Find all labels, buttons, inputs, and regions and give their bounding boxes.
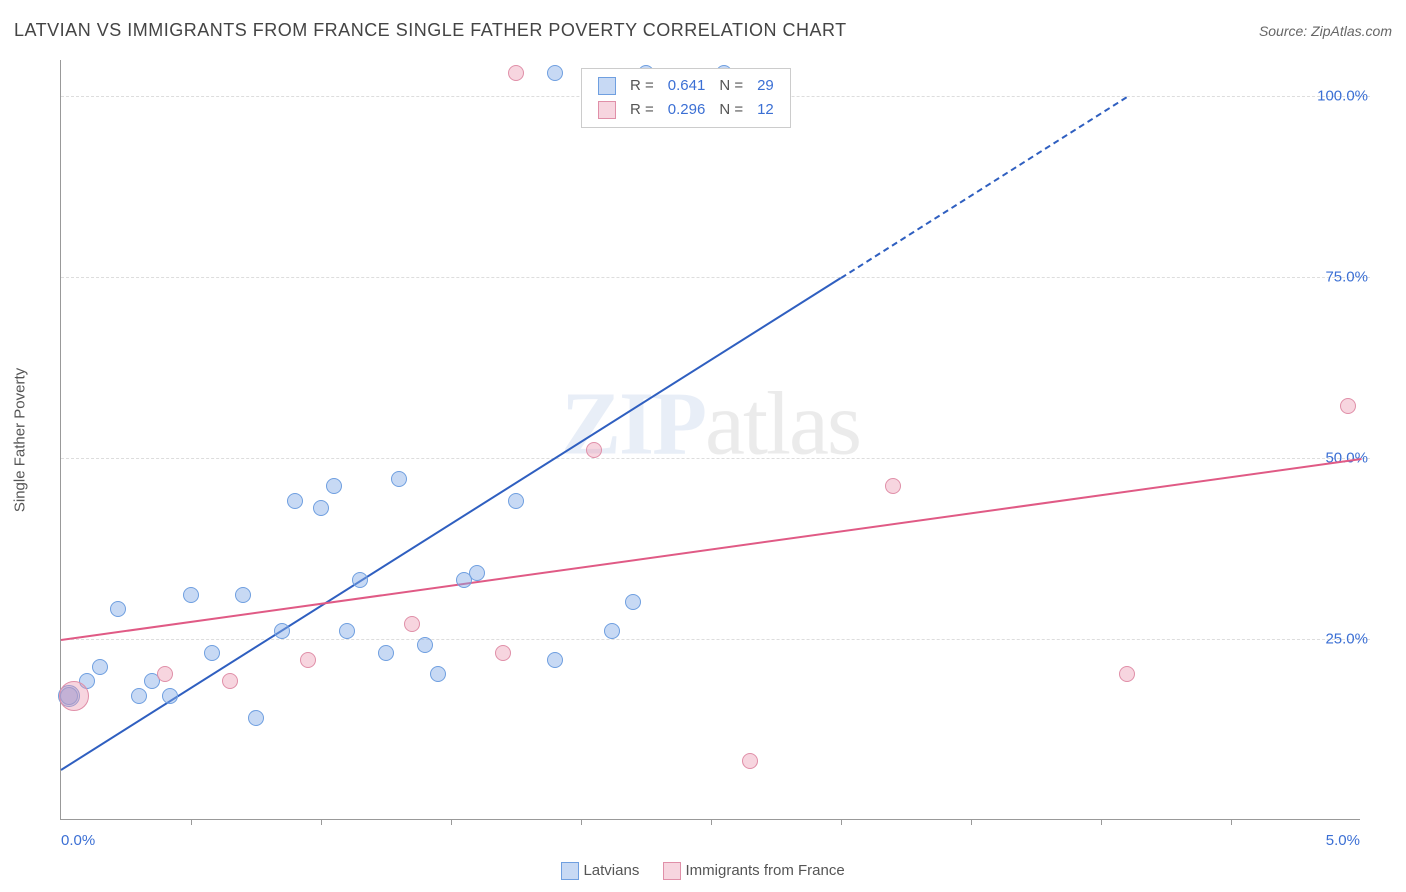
legend-r-value: 0.641 [662,75,712,97]
legend-n-label: N = [713,75,749,97]
data-point [162,688,178,704]
chart-area: Single Father Poverty ZIPatlas 25.0%50.0… [50,60,1370,820]
data-point [110,601,126,617]
data-point [59,681,89,711]
legend-label: Immigrants from France [686,862,845,879]
data-point [495,645,511,661]
chart-title: LATVIAN VS IMMIGRANTS FROM FRANCE SINGLE… [14,20,847,41]
data-point [248,710,264,726]
x-axis-max-label: 5.0% [1326,832,1360,849]
data-point [235,587,251,603]
data-point [326,478,342,494]
legend-swatch [663,862,681,880]
y-tick-label: 75.0% [1325,269,1368,286]
x-tick [841,819,842,825]
data-point [222,673,238,689]
data-point [131,688,147,704]
x-tick [711,819,712,825]
plot-region: ZIPatlas 25.0%50.0%75.0%100.0%0.0%5.0%R … [60,60,1360,820]
data-point [1119,666,1135,682]
legend-r-value: 0.296 [662,99,712,121]
data-point [404,616,420,632]
x-tick [321,819,322,825]
data-point [508,65,524,81]
data-point [885,478,901,494]
gridline [61,458,1370,459]
gridline [61,277,1370,278]
data-point [183,587,199,603]
data-point [604,623,620,639]
data-point [547,65,563,81]
data-point [547,652,563,668]
trend-line [840,96,1127,279]
gridline [61,639,1370,640]
x-tick [191,819,192,825]
data-point [204,645,220,661]
data-point [417,637,433,653]
y-tick-label: 25.0% [1325,631,1368,648]
x-tick [451,819,452,825]
data-point [274,623,290,639]
data-point [430,666,446,682]
legend-swatch [598,77,616,95]
x-axis-min-label: 0.0% [61,832,95,849]
data-point [157,666,173,682]
legend-bottom: Latvians Immigrants from France [0,862,1406,880]
legend-r-label: R = [624,99,660,121]
data-point [92,659,108,675]
legend-item: Latvians [561,862,639,879]
data-point [469,565,485,581]
y-tick-label: 100.0% [1317,88,1368,105]
x-tick [1101,819,1102,825]
data-point [391,471,407,487]
legend-swatch [598,101,616,119]
data-point [300,652,316,668]
data-point [586,442,602,458]
data-point [1340,398,1356,414]
source-attribution: Source: ZipAtlas.com [1259,23,1392,39]
trend-line [61,458,1361,641]
data-point [313,500,329,516]
data-point [742,753,758,769]
legend-n-label: N = [713,99,749,121]
x-tick [581,819,582,825]
data-point [352,572,368,588]
legend-n-value: 12 [751,99,780,121]
data-point [508,493,524,509]
legend-stats-box: R =0.641N =29 R =0.296N =12 [581,68,791,128]
x-tick [971,819,972,825]
data-point [287,493,303,509]
legend-swatch [561,862,579,880]
y-axis-label: Single Father Poverty [12,368,29,512]
data-point [625,594,641,610]
data-point [378,645,394,661]
legend-n-value: 29 [751,75,780,97]
legend-item: Immigrants from France [663,862,844,879]
x-tick [1231,819,1232,825]
data-point [339,623,355,639]
legend-label: Latvians [583,862,639,879]
legend-r-label: R = [624,75,660,97]
